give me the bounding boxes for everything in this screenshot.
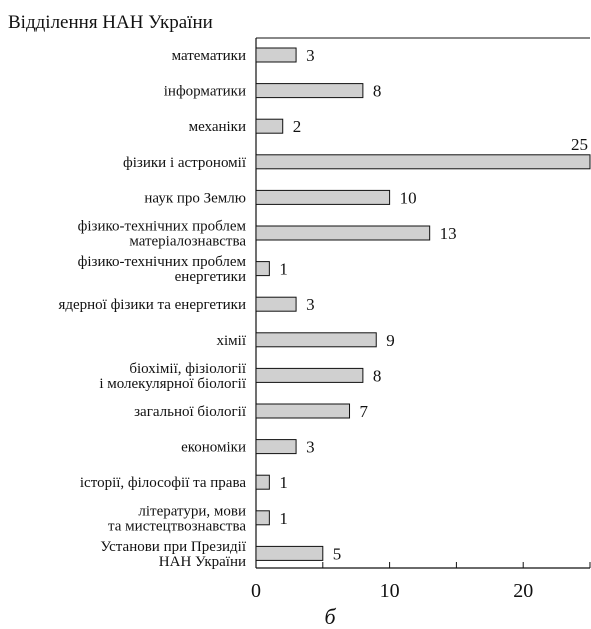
category-label: інформатики [164,84,246,100]
value-label: 9 [386,331,395,350]
category-label: енергетики [175,269,246,285]
bar [255,545,324,561]
value-label: 7 [360,402,369,421]
value-label: 8 [373,366,382,385]
bar [255,154,591,170]
value-label: 1 [279,473,288,492]
x-tick-label: 0 [251,580,261,602]
value-label: 8 [373,82,382,101]
bar [255,367,364,383]
category-label: ядерної фізики та енергетики [58,297,246,313]
category-label: фізики і астрономії [123,155,247,171]
value-label: 10 [400,188,417,207]
bar [255,261,270,277]
bar [255,118,284,134]
category-label: загальної біології [134,404,247,420]
category-label: біохімії, фізіології [129,361,247,377]
category-label: і молекулярної біології [99,376,247,392]
bar [255,83,364,99]
bar [255,510,270,526]
value-label: 1 [279,260,288,279]
value-label: 3 [306,438,315,457]
bar [255,47,297,63]
category-label: фізико-технічних проблем [78,254,247,270]
bar [255,189,391,205]
category-label: фізико-технічних проблем [78,219,247,235]
bar [255,332,377,348]
x-tick-label: 10 [380,580,400,602]
bar [255,225,431,241]
bar [255,474,270,490]
value-label: 3 [306,46,315,65]
category-label: економіки [181,440,246,456]
value-label: 5 [333,544,342,563]
bar [255,403,351,419]
value-label: 3 [306,295,315,314]
category-label: хімії [217,333,247,349]
category-label: історії, філософії та права [80,475,246,491]
category-label: НАН України [159,554,246,570]
value-label: 2 [293,117,302,136]
category-label: Установи при Президії [100,539,246,555]
category-label: та мистецтвознавства [108,518,246,534]
chart-title: Відділення НАН України [8,12,213,33]
category-label: матеріалознавства [129,234,246,250]
value-label: 1 [279,509,288,528]
category-label: наук про Землю [144,190,246,206]
value-label: 13 [440,224,457,243]
category-label: механіки [189,119,246,135]
x-tick-label: 20 [513,580,533,602]
category-label: літератури, мови [138,503,246,519]
category-label: математики [172,48,246,64]
value-label: 25 [571,135,588,154]
bar [255,439,297,455]
figure-caption: б [324,604,336,629]
bar [255,296,297,312]
